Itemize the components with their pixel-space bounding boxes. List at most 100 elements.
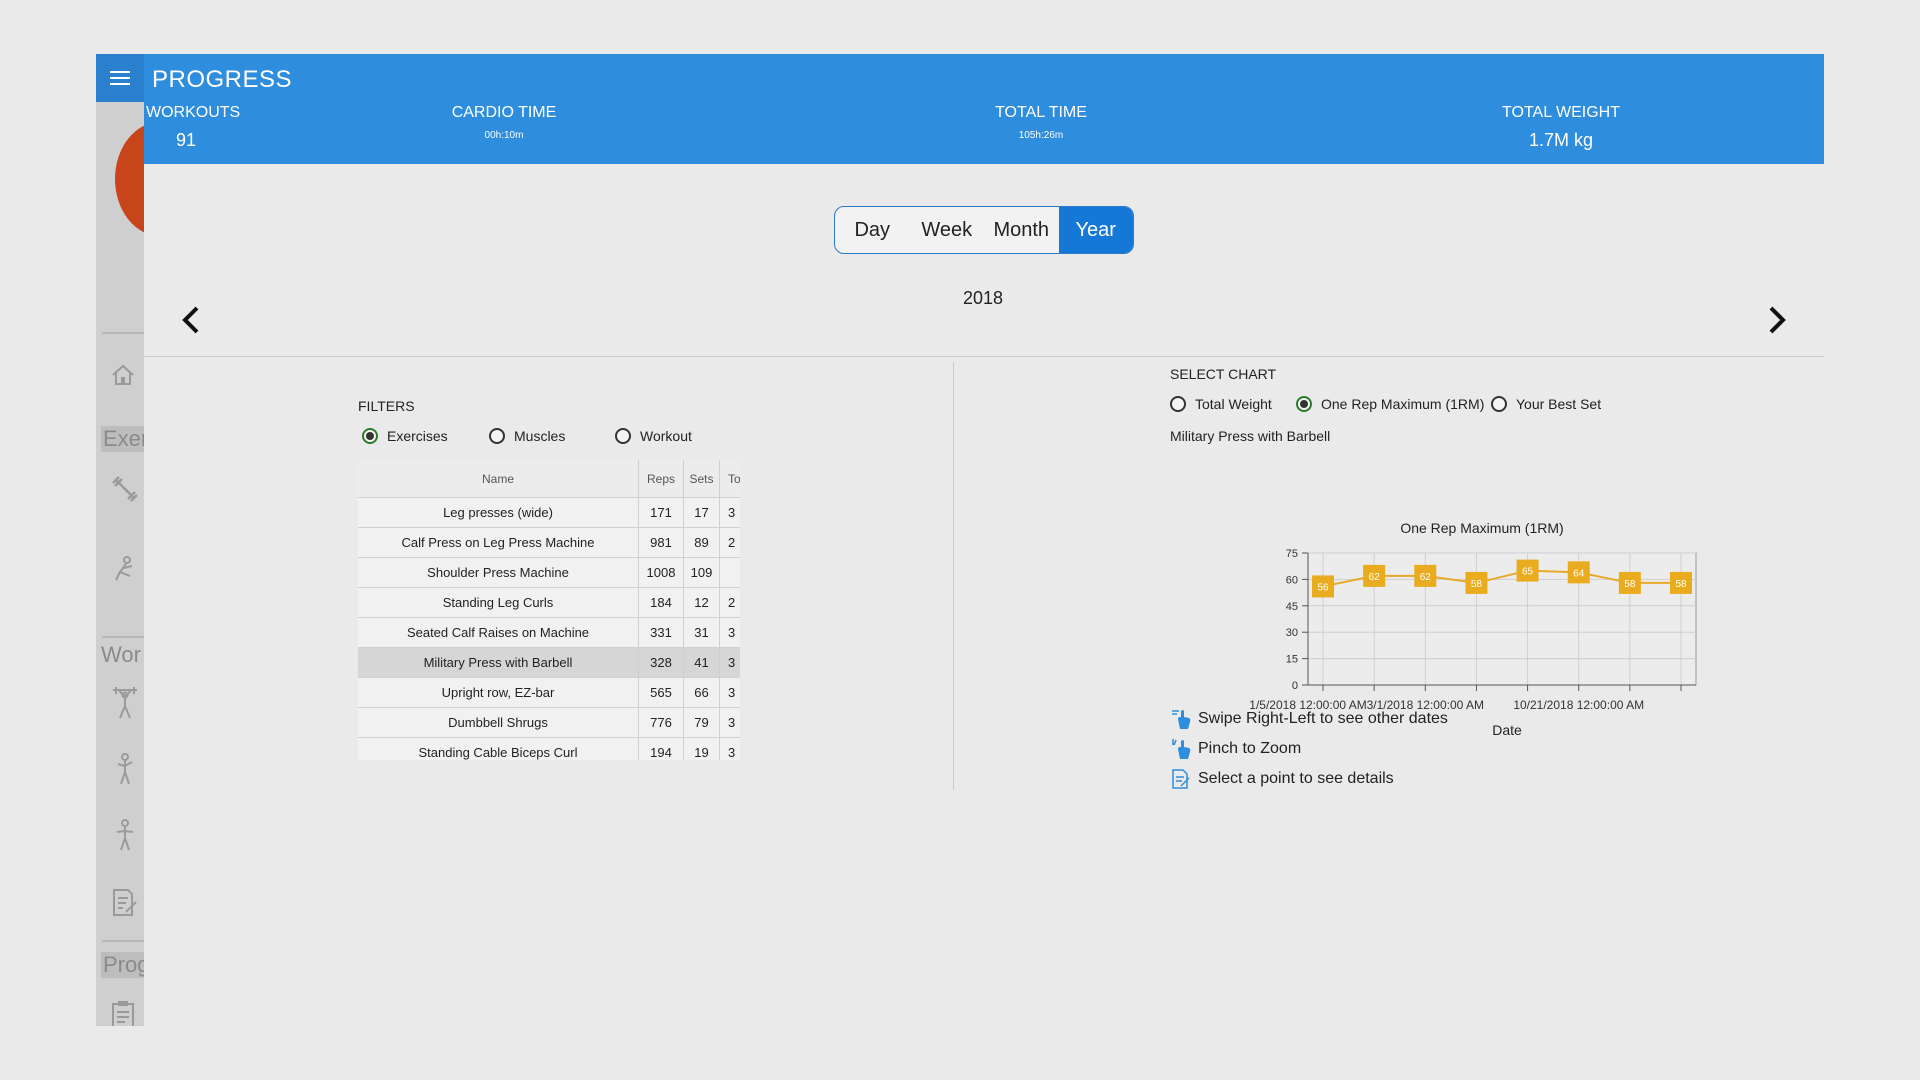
column-header-total[interactable]: To [728, 471, 740, 486]
chart-total-weight-radio[interactable]: Total Weight [1170, 396, 1272, 412]
person-workout-icon[interactable] [110, 752, 136, 785]
range-year-button[interactable]: Year [1058, 207, 1133, 253]
x-tick-label: 1/5/2018 12:00:00 AM [1249, 698, 1366, 712]
radio-label: Total Weight [1195, 396, 1272, 412]
cell-sets: 12 [684, 588, 720, 617]
swipe-hand-icon [1170, 706, 1198, 732]
sidebar-section-progress[interactable]: Prog [101, 952, 144, 978]
pinch-hand-icon [1170, 736, 1198, 762]
y-tick-label: 75 [1286, 548, 1298, 560]
data-label: 58 [1471, 579, 1483, 590]
cell-sets: 17 [684, 498, 720, 527]
hamburger-icon [110, 71, 130, 85]
cell-sets: 89 [684, 528, 720, 557]
cell-name: Upright row, EZ-bar [358, 678, 639, 707]
column-header-sets[interactable]: Sets [684, 460, 720, 497]
filters-label: FILTERS [358, 398, 415, 414]
stat-label: CARDIO TIME [451, 104, 557, 121]
cell-total: 3 [728, 685, 736, 700]
data-label: 62 [1420, 572, 1432, 583]
filter-exercises-radio[interactable]: Exercises [362, 428, 448, 444]
selected-exercise-label: Military Press with Barbell [1170, 428, 1331, 444]
chevron-left-icon [182, 306, 199, 334]
table-row[interactable]: Leg presses (wide) 171 17 3 [358, 498, 740, 528]
dumbbell-icon[interactable] [110, 474, 138, 502]
select-chart-label: SELECT CHART [1170, 366, 1277, 382]
range-day-button[interactable]: Day [854, 218, 891, 241]
cell-name: Leg presses (wide) [358, 498, 639, 527]
cell-sets: 79 [684, 708, 720, 737]
table-row[interactable]: Dumbbell Shrugs 776 79 3 [358, 708, 740, 738]
sidebar-section-workouts[interactable]: Wor [101, 642, 141, 667]
stat-cardio-time: CARDIO TIME 00h:10m [444, 104, 564, 141]
table-row[interactable]: Standing Leg Curls 184 12 2 [358, 588, 740, 618]
column-header-reps[interactable]: Reps [639, 460, 684, 497]
data-point[interactable] [1312, 575, 1334, 598]
next-period-button[interactable] [1765, 300, 1789, 340]
cell-reps: 1008 [639, 558, 684, 587]
radio-label: Your Best Set [1516, 396, 1602, 412]
chevron-right-icon [1769, 306, 1786, 334]
stat-total-time: TOTAL TIME 105h:26m [981, 104, 1101, 141]
chart-1rm-radio[interactable]: One Rep Maximum (1RM) [1296, 396, 1484, 412]
column-header-name[interactable]: Name [358, 460, 639, 497]
data-point[interactable] [1414, 564, 1437, 587]
range-week-button[interactable]: Week [921, 218, 973, 241]
cell-reps: 331 [639, 618, 684, 647]
y-tick-label: 30 [1286, 627, 1298, 639]
chart[interactable]: One Rep Maximum (1RM) 0 15 30 45 60 75 56 62 62 58… [1144, 461, 1724, 738]
radio-empty-icon [1491, 396, 1507, 412]
range-month-button[interactable]: Month [993, 218, 1050, 241]
data-point[interactable] [1363, 564, 1386, 587]
menu-button[interactable] [96, 54, 144, 102]
stat-value: 1.7M kg [1528, 130, 1594, 150]
cell-total: 3 [728, 505, 736, 520]
table-row[interactable]: Upright row, EZ-bar 565 66 3 [358, 678, 740, 708]
radio-label: Workout [640, 428, 692, 444]
filter-muscles-radio[interactable]: Muscles [489, 428, 565, 444]
cell-total: 3 [728, 655, 736, 670]
cell-reps: 565 [639, 678, 684, 707]
table-row[interactable]: Standing Cable Biceps Curl 194 19 3 [358, 738, 740, 760]
filter-workout-radio[interactable]: Workout [615, 428, 692, 444]
radio-empty-icon [489, 428, 505, 444]
cell-name: Shoulder Press Machine [358, 558, 639, 587]
cell-sets: 31 [684, 618, 720, 647]
tip-swipe: Swipe Right-Left to see other dates [1170, 706, 1448, 732]
data-point[interactable] [1567, 561, 1590, 584]
data-point[interactable] [1516, 559, 1539, 582]
tip-text: Swipe Right-Left to see other dates [1198, 710, 1448, 727]
data-point[interactable] [1670, 571, 1692, 594]
sidebar-divider [102, 636, 144, 638]
person-exercise-icon[interactable] [110, 818, 136, 851]
table-row[interactable]: Calf Press on Leg Press Machine 981 89 2 [358, 528, 740, 558]
cell-reps: 184 [639, 588, 684, 617]
stat-label: TOTAL WEIGHT [1502, 104, 1620, 121]
data-point[interactable] [1465, 571, 1488, 594]
chart-svg[interactable]: One Rep Maximum (1RM) 0 15 30 45 60 75 56 62 62 58… [1144, 461, 1724, 738]
exercise-table[interactable]: Name Reps Sets To Leg presses (wide) 171 1… [358, 460, 740, 760]
page-title: PROGRESS [152, 66, 293, 93]
clipboard-icon[interactable] [110, 1000, 136, 1026]
chart-best-set-radio[interactable]: Your Best Set [1491, 396, 1601, 412]
avatar[interactable] [115, 122, 144, 236]
table-row[interactable]: Shoulder Press Machine 1008 109 [358, 558, 740, 588]
previous-period-button[interactable] [179, 300, 203, 340]
header-bar: PROGRESS WORKOUTS 91 CARDIO TIME 00h:10m… [144, 54, 1824, 164]
home-icon[interactable] [110, 362, 136, 388]
y-tick-label: 0 [1292, 680, 1298, 692]
weightlifter-icon[interactable] [110, 686, 137, 719]
sidebar-section-exercises[interactable]: Exer [101, 426, 144, 452]
table-row[interactable]: Seated Calf Raises on Machine 331 31 3 [358, 618, 740, 648]
stretching-icon[interactable] [110, 554, 136, 581]
data-point[interactable] [1618, 571, 1641, 594]
stat-label: WORKOUTS [146, 104, 241, 121]
edit-notes-icon[interactable] [110, 888, 137, 916]
cell-total [720, 558, 740, 587]
stat-workouts: WORKOUTS 91 [146, 104, 241, 151]
cell-name: Military Press with Barbell [358, 648, 639, 677]
divider [953, 362, 954, 790]
table-row[interactable]: Military Press with Barbell 328 41 3 [358, 648, 740, 678]
cell-name: Standing Leg Curls [358, 588, 639, 617]
cell-total: 2 [728, 595, 736, 610]
